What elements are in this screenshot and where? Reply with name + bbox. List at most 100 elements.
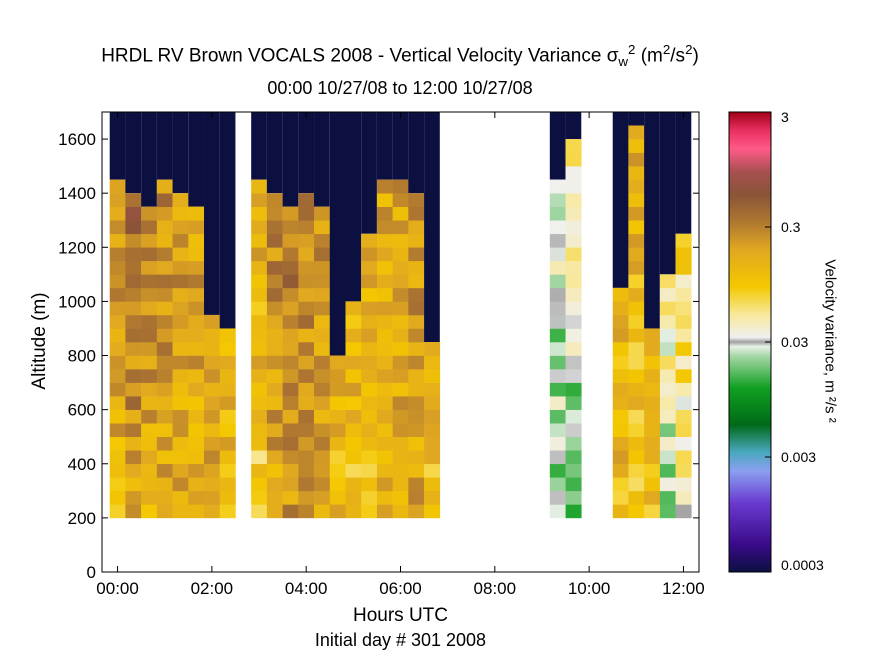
heatmap-cell	[188, 355, 205, 370]
heatmap-cell	[675, 477, 692, 492]
heatmap-cell	[298, 220, 315, 235]
heatmap-cell	[314, 436, 331, 451]
heatmap-cell	[392, 342, 409, 356]
heatmap-cell	[188, 301, 205, 316]
heatmap-cell	[282, 274, 299, 289]
heatmap-cell	[314, 463, 331, 478]
heatmap-cell	[628, 369, 645, 383]
heatmap-cell	[251, 409, 268, 424]
x-tick-label: 08:00	[474, 579, 517, 598]
heatmap-cell	[172, 409, 189, 424]
heatmap-cell	[612, 490, 629, 505]
heatmap-cell	[628, 382, 645, 397]
x-axis-label: Hours UTC	[352, 605, 448, 626]
heatmap-cell	[659, 355, 676, 370]
heatmap-cell	[266, 206, 283, 221]
heatmap-cell	[565, 166, 582, 180]
heatmap-cell	[266, 287, 283, 302]
heatmap-cell	[204, 314, 221, 329]
heatmap-cell	[282, 287, 299, 302]
heatmap-cell	[156, 355, 173, 370]
column-background	[266, 112, 283, 194]
heatmap-cell	[125, 436, 142, 451]
heatmap-cell	[376, 301, 393, 316]
heatmap-cell	[644, 463, 661, 478]
heatmap-cell	[188, 450, 205, 465]
heatmap-cell	[282, 477, 299, 492]
heatmap-cell	[188, 369, 205, 383]
heatmap-cell	[314, 274, 331, 289]
heatmap-cell	[549, 423, 566, 438]
heatmap-cell	[141, 463, 158, 478]
heatmap-cell	[172, 233, 189, 248]
heatmap-cell	[408, 504, 425, 519]
heatmap-cell	[392, 314, 409, 329]
heatmap-cell	[345, 396, 362, 410]
heatmap-cell	[109, 179, 126, 194]
heatmap-cell	[565, 139, 582, 153]
heatmap-cell	[549, 355, 566, 370]
heatmap-cell	[675, 423, 692, 438]
heatmap-cell	[361, 314, 378, 329]
heatmap-cell	[204, 463, 221, 478]
heatmap-cell	[628, 287, 645, 302]
heatmap-cell	[565, 382, 582, 397]
heatmap-cell	[251, 274, 268, 289]
heatmap-cell	[251, 328, 268, 343]
heatmap-cell	[628, 504, 645, 519]
heatmap-cell	[109, 314, 126, 329]
heatmap-cell	[298, 409, 315, 424]
heatmap-cell	[251, 342, 268, 356]
heatmap-cell	[156, 450, 173, 465]
heatmap-cell	[408, 193, 425, 208]
heatmap-cell	[361, 355, 378, 370]
heatmap-cell	[282, 355, 299, 370]
heatmap-cell	[266, 355, 283, 370]
heatmap-cell	[204, 450, 221, 465]
heatmap-cell	[361, 342, 378, 356]
heatmap-cell	[172, 193, 189, 208]
heatmap-cell	[376, 369, 393, 383]
heatmap-cell	[644, 423, 661, 438]
heatmap-cell	[675, 396, 692, 410]
heatmap-cell	[125, 328, 142, 343]
heatmap-cell	[612, 314, 629, 329]
heatmap-cell	[675, 260, 692, 275]
heatmap-cell	[345, 450, 362, 465]
heatmap-cell	[644, 490, 661, 505]
column-background	[392, 112, 409, 180]
heatmap-cell	[172, 220, 189, 235]
heatmap-cell	[392, 477, 409, 492]
heatmap-cell	[659, 396, 676, 410]
heatmap-cell	[172, 247, 189, 262]
heatmap-cell	[376, 504, 393, 519]
heatmap-cell	[251, 220, 268, 235]
heatmap-cell	[644, 382, 661, 397]
heatmap-cell	[156, 301, 173, 316]
heatmap-cell	[141, 490, 158, 505]
heatmap-cell	[188, 504, 205, 519]
heatmap-cell	[266, 490, 283, 505]
heatmap-cell	[219, 504, 236, 519]
y-tick-label: 1000	[58, 292, 96, 311]
heatmap-cell	[266, 314, 283, 329]
heatmap-cell	[188, 233, 205, 248]
heatmap-cell	[424, 436, 441, 451]
heatmap-cell	[376, 287, 393, 302]
heatmap-cell	[659, 423, 676, 438]
heatmap-cell	[282, 247, 299, 262]
heatmap-cell	[329, 355, 346, 370]
heatmap-cell	[628, 274, 645, 289]
colorbar-tick-label: 0.03	[781, 334, 808, 350]
heatmap-cell	[659, 287, 676, 302]
heatmap-cell	[172, 342, 189, 356]
heatmap-cell	[549, 409, 566, 424]
heatmap-cell	[109, 247, 126, 262]
heatmap-cell	[565, 355, 582, 370]
heatmap-cell	[644, 450, 661, 465]
heatmap-cell	[675, 463, 692, 478]
heatmap-cell	[565, 423, 582, 438]
heatmap-cell	[298, 423, 315, 438]
heatmap-cell	[376, 396, 393, 410]
heatmap-cell	[109, 382, 126, 397]
